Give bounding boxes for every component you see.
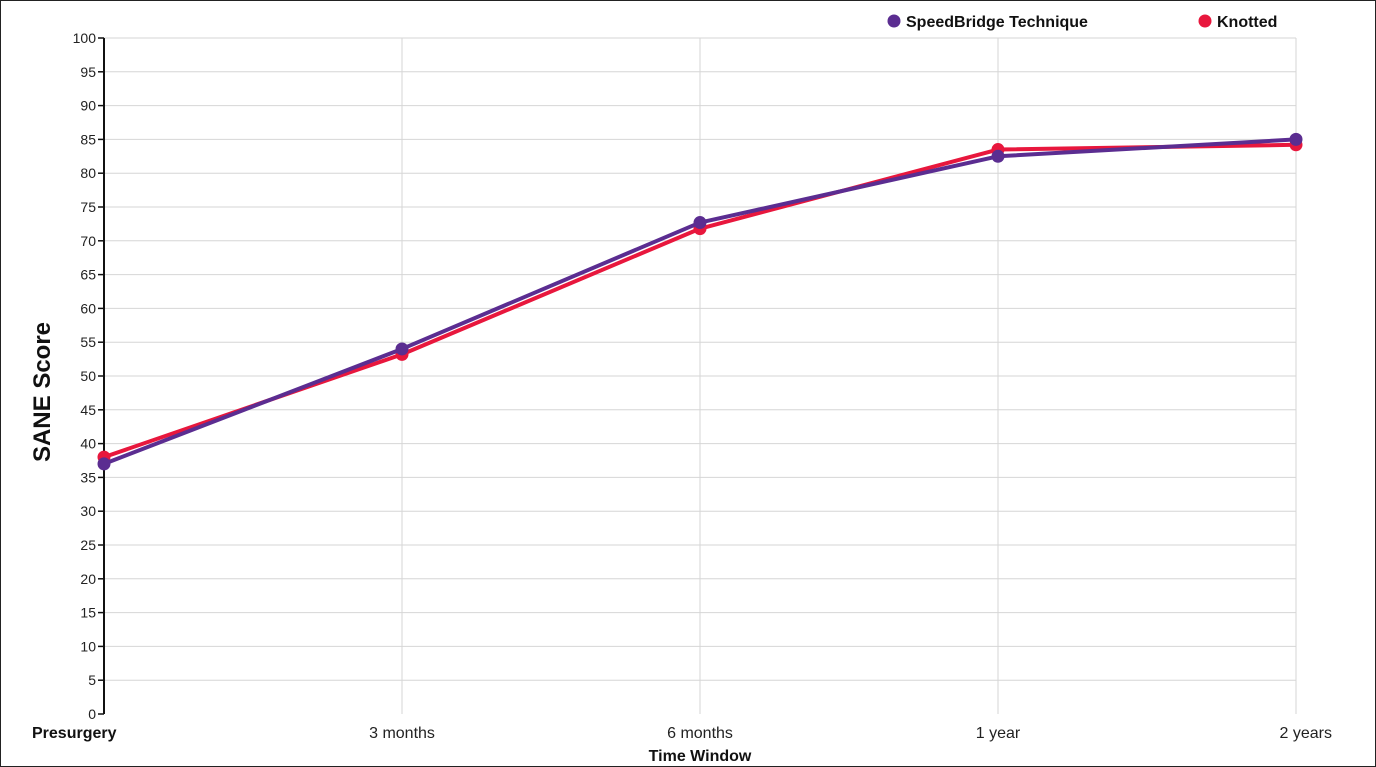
y-tick-label: 85	[80, 131, 96, 147]
y-axis-ticks: 0 5 10 15 20 25 30 35 40 45 50 55 60 65 70 75 80 85 90 95 10…	[73, 30, 104, 722]
x-axis-title: Time Window	[649, 748, 752, 765]
y-tick-label: 10	[80, 638, 96, 654]
y-tick-label: 45	[80, 402, 96, 418]
y-tick-label: 75	[80, 199, 96, 215]
y-tick-label: 35	[80, 469, 96, 485]
y-tick-label: 50	[80, 368, 96, 384]
legend-label-knotted: Knotted	[1217, 14, 1277, 31]
y-tick-label: 5	[88, 672, 96, 688]
y-tick-label: 80	[80, 165, 96, 181]
y-tick-label: 100	[73, 30, 97, 46]
y-tick-label: 90	[80, 98, 96, 114]
x-tick-label: 6 months	[667, 725, 733, 742]
grid-lines	[104, 37, 1297, 714]
x-tick-label: Presurgery	[32, 725, 117, 742]
y-tick-label: 40	[80, 436, 96, 452]
x-tick-label: 1 year	[976, 725, 1021, 742]
y-tick-label: 0	[88, 706, 96, 722]
legend-marker-knotted	[1198, 14, 1212, 28]
data-point-speedbridge-technique	[693, 216, 707, 230]
legend-label-speedbridge-technique: SpeedBridge Technique	[906, 14, 1088, 31]
x-tick-label: 2 years	[1280, 725, 1332, 742]
x-axis-ticks: Presurgery 3 months 6 months 1 year 2 years	[32, 725, 1332, 742]
y-tick-label: 70	[80, 233, 96, 249]
data-point-speedbridge-technique	[1289, 132, 1303, 146]
y-tick-label: 60	[80, 300, 96, 316]
y-tick-label: 25	[80, 537, 96, 553]
y-tick-label: 55	[80, 334, 96, 350]
y-tick-label: 30	[80, 503, 96, 519]
legend-marker-speedbridge-technique	[887, 14, 901, 28]
y-tick-label: 65	[80, 267, 96, 283]
series-speedbridge-technique	[97, 132, 1303, 471]
x-tick-label: 3 months	[369, 725, 435, 742]
y-tick-label: 95	[80, 64, 96, 80]
y-tick-label: 15	[80, 605, 96, 621]
data-point-speedbridge-technique	[991, 149, 1005, 163]
y-tick-label: 20	[80, 571, 96, 587]
y-axis-title: SANE Score	[29, 322, 56, 462]
data-point-speedbridge-technique	[395, 342, 409, 356]
series-lines	[97, 132, 1303, 471]
data-point-speedbridge-technique	[97, 457, 111, 471]
legend: SpeedBridge Technique Knotted	[887, 14, 1277, 31]
